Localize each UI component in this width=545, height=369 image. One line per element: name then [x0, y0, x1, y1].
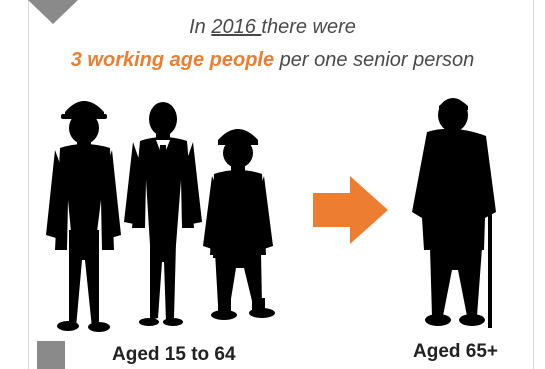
builder-silhouette: [203, 129, 275, 320]
senior-age-label: Aged 65+: [413, 341, 499, 362]
right-arrow-icon: [313, 176, 388, 244]
down-arrow-icon: [28, 0, 78, 24]
headline-line-2: 3 working age people per one senior pers…: [70, 49, 475, 71]
worker-silhouette: [46, 101, 121, 332]
senior-silhouette: [412, 98, 496, 328]
slide-frame: [28, 0, 534, 369]
corner-square-decoration: [37, 341, 65, 369]
working-age-label: Aged 15 to 64: [112, 344, 236, 365]
headline-line-1: In 2016 there were: [189, 16, 356, 38]
headline-highlight: 3 working age people: [70, 49, 275, 71]
businessman-silhouette: [124, 102, 202, 326]
headline-year: 2016: [211, 16, 262, 38]
